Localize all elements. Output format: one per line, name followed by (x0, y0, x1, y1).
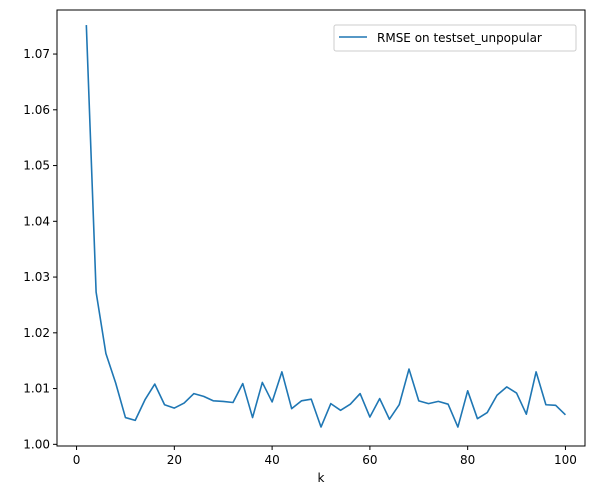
y-tick-label: 1.01 (23, 382, 50, 396)
data-point (340, 409, 342, 411)
data-point (242, 383, 244, 385)
data-point (486, 412, 488, 414)
data-point (203, 395, 205, 397)
data-point (105, 352, 107, 354)
data-point (232, 402, 234, 404)
data-point (506, 386, 508, 388)
legend-label: RMSE on testset_unpopular (377, 31, 542, 45)
data-point (300, 400, 302, 402)
legend: RMSE on testset_unpopular (333, 24, 577, 52)
x-tick-label: 60 (362, 453, 377, 467)
series-layer (85, 24, 566, 428)
data-point (564, 414, 566, 416)
data-point (222, 400, 224, 402)
data-point (115, 382, 117, 384)
data-point (320, 426, 322, 428)
y-axis-ticks: 1.00 1.01 1.02 1.03 1.04 1.05 1.06 1.07 (23, 47, 57, 451)
data-point (252, 417, 254, 419)
data-point (379, 398, 381, 400)
data-point (359, 393, 361, 395)
data-point (398, 404, 400, 406)
data-point (545, 404, 547, 406)
data-point (457, 426, 459, 428)
data-point (418, 400, 420, 402)
data-point (447, 403, 449, 405)
x-tick-label: 20 (167, 453, 182, 467)
legend-box (333, 24, 577, 52)
data-point (555, 404, 557, 406)
data-point (467, 390, 469, 392)
data-point (428, 403, 430, 405)
data-point (164, 404, 166, 406)
data-point (124, 417, 126, 419)
data-point (525, 413, 527, 415)
data-point (516, 392, 518, 394)
data-point (173, 407, 175, 409)
x-tick-label: 80 (460, 453, 475, 467)
y-tick-label: 1.04 (23, 214, 50, 228)
data-point (330, 403, 332, 405)
y-tick-label: 1.02 (23, 326, 50, 340)
data-point (310, 398, 312, 400)
data-point (408, 368, 410, 370)
data-point (154, 383, 156, 385)
data-point (388, 418, 390, 420)
data-point (134, 419, 136, 421)
data-point (437, 400, 439, 402)
x-tick-label: 40 (264, 453, 279, 467)
x-axis-ticks: 0 20 40 60 80 100 (73, 446, 577, 467)
plot-area-frame (56, 9, 586, 447)
data-point (281, 371, 283, 373)
data-point (271, 401, 273, 403)
x-tick-label: 100 (554, 453, 577, 467)
y-tick-label: 1.05 (23, 159, 50, 173)
y-tick-label: 1.07 (23, 47, 50, 61)
data-point (369, 416, 371, 418)
data-point (349, 403, 351, 405)
data-point (291, 408, 293, 410)
data-point (95, 291, 97, 293)
data-point (476, 418, 478, 420)
data-point (193, 393, 195, 395)
data-point (496, 394, 498, 396)
x-axis-label: k (318, 471, 325, 485)
y-tick-label: 1.06 (23, 103, 50, 117)
x-tick-label: 0 (73, 453, 81, 467)
data-point (535, 371, 537, 373)
data-point (212, 400, 214, 402)
y-tick-label: 1.03 (23, 270, 50, 284)
data-point (85, 24, 87, 26)
series-line (85, 25, 566, 428)
y-tick-label: 1.00 (23, 437, 50, 451)
data-point (261, 381, 263, 383)
data-point (183, 402, 185, 404)
data-point (144, 399, 146, 401)
